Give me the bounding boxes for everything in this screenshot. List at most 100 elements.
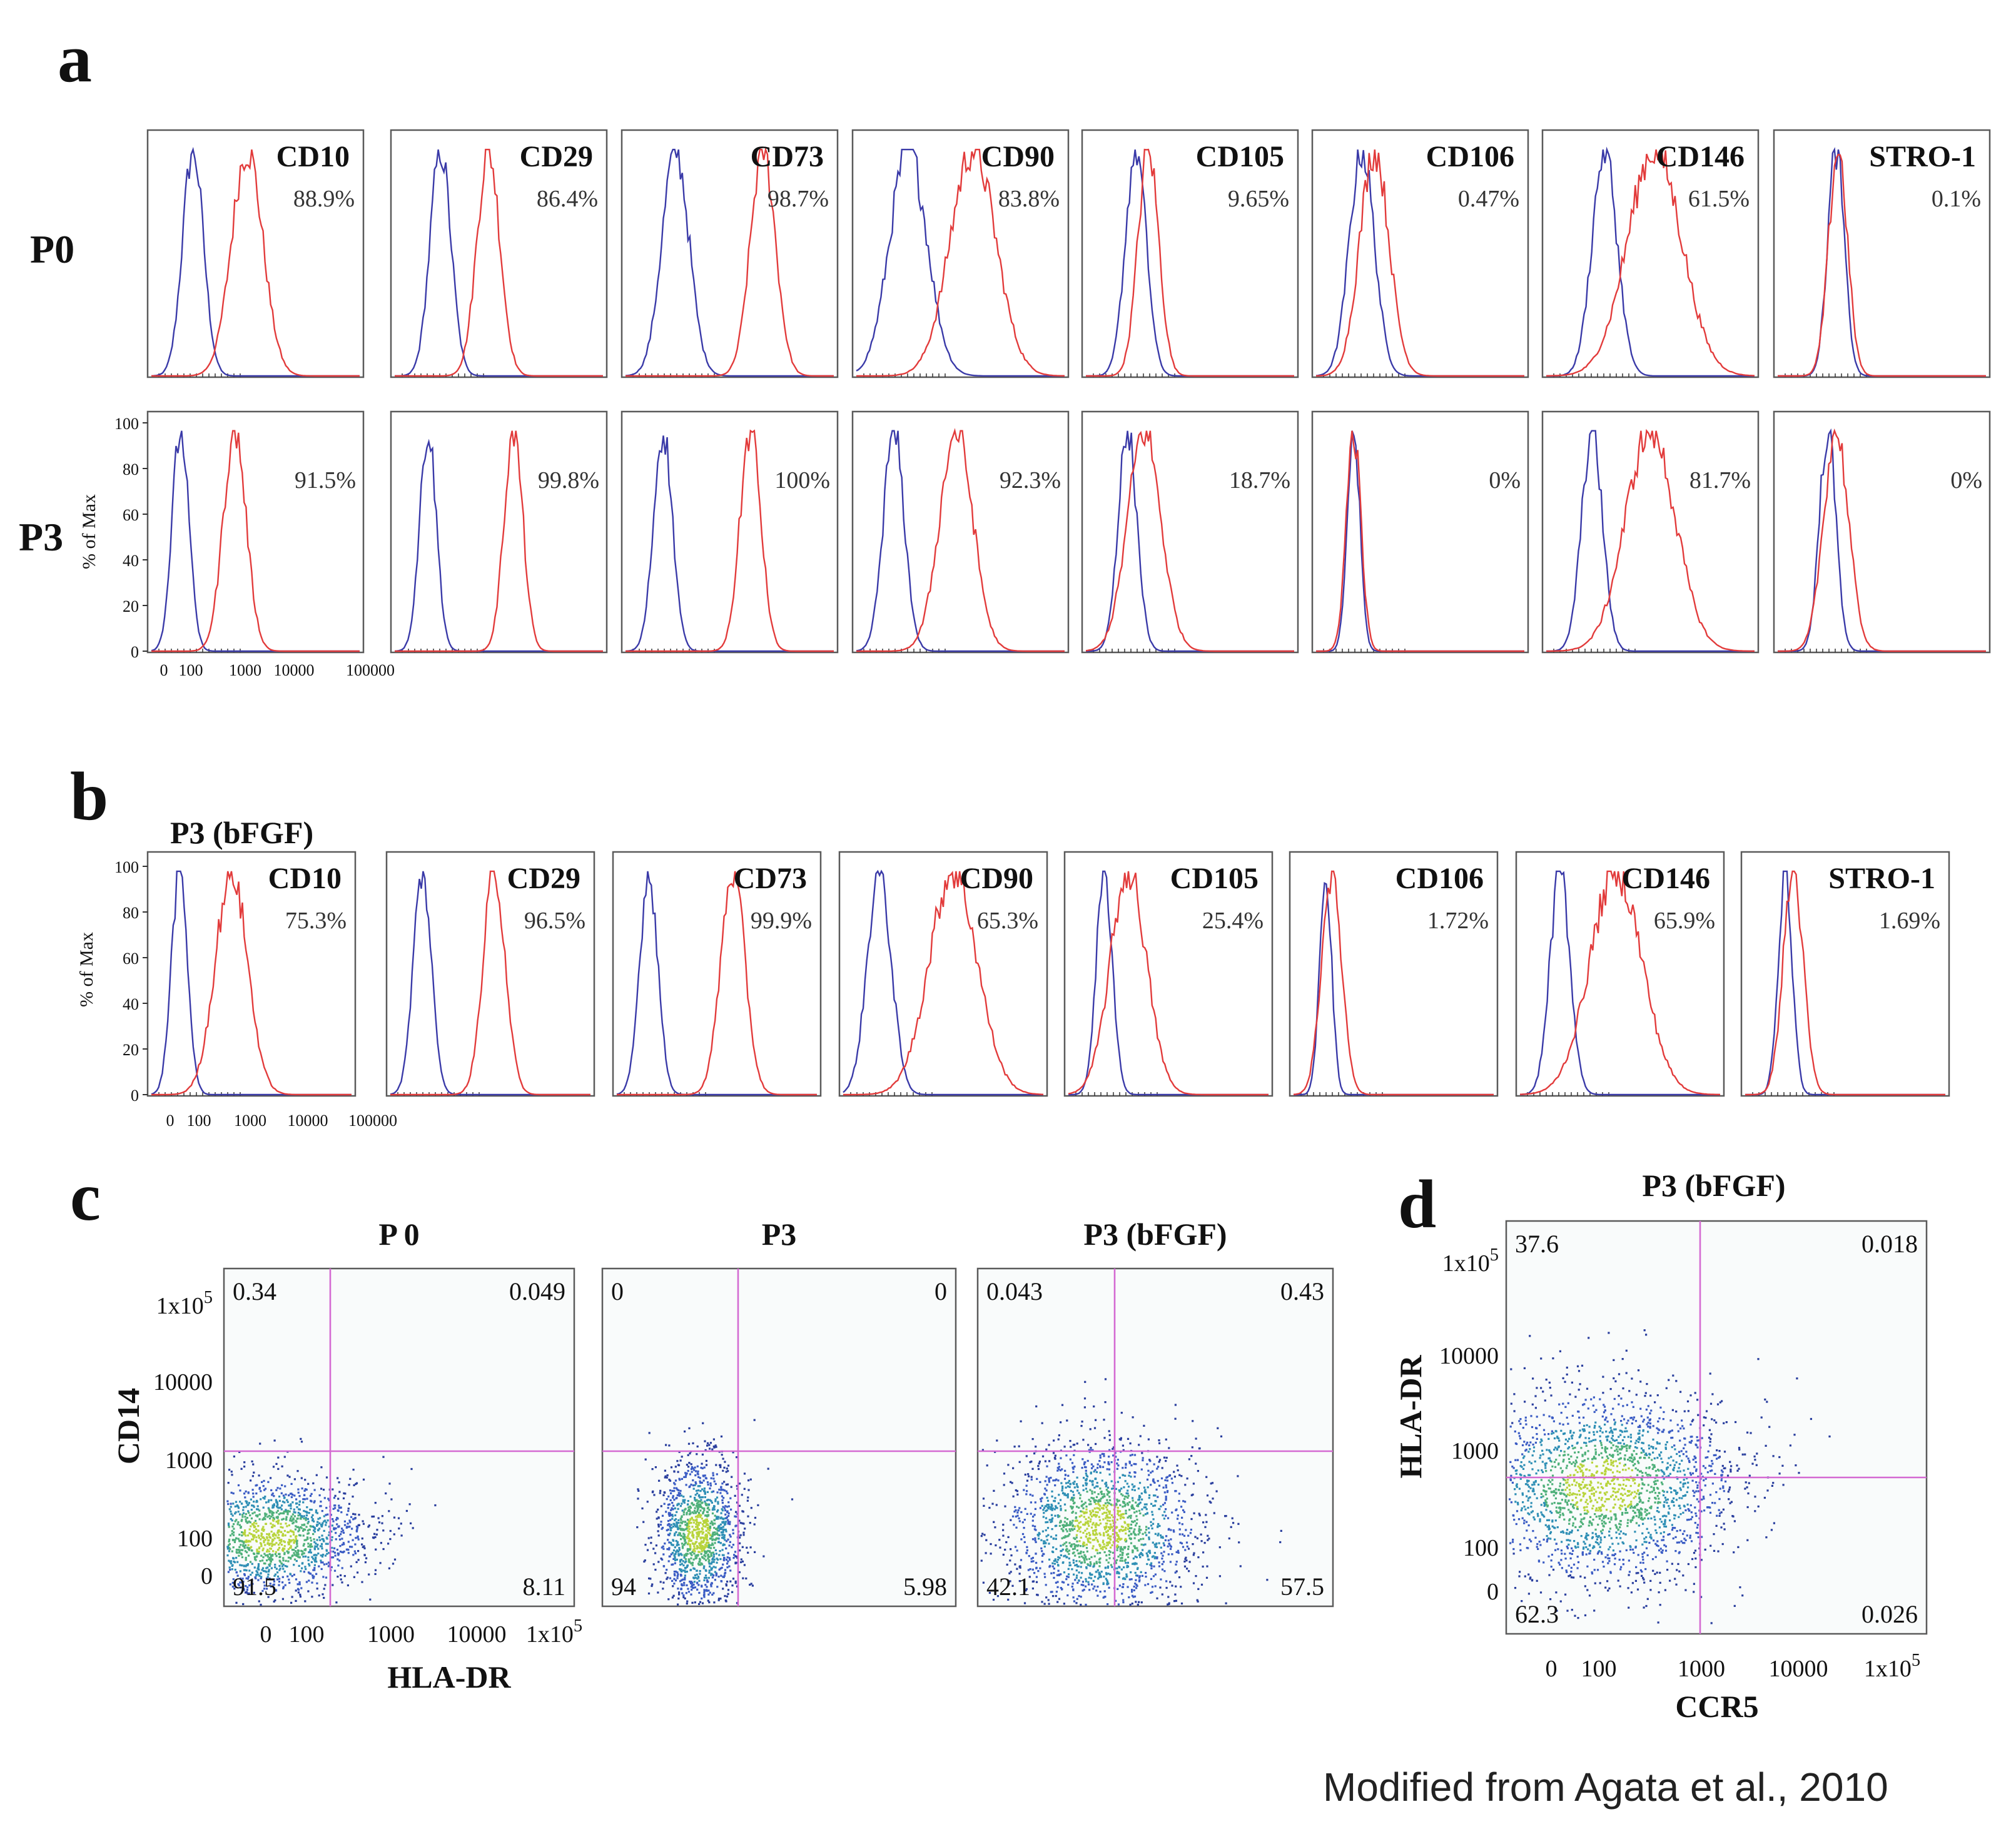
- event-dot: [659, 1524, 662, 1526]
- event-dot: [1088, 1558, 1091, 1560]
- event-dot: [1027, 1473, 1030, 1476]
- event-dot: [310, 1509, 313, 1511]
- event-dot: [1063, 1543, 1066, 1545]
- event-dot: [1658, 1453, 1661, 1456]
- event-dot: [747, 1496, 749, 1499]
- event-dot: [317, 1521, 319, 1523]
- event-dot: [650, 1536, 652, 1539]
- event-dot: [1060, 1509, 1062, 1511]
- event-dot: [1016, 1490, 1018, 1492]
- event-dot: [250, 1479, 252, 1482]
- event-dot: [1105, 1511, 1108, 1514]
- event-dot: [270, 1560, 272, 1563]
- event-dot: [243, 1461, 246, 1464]
- event-dot: [1051, 1509, 1053, 1511]
- event-dot: [241, 1534, 243, 1537]
- event-dot: [264, 1496, 266, 1498]
- event-dot: [662, 1588, 664, 1590]
- event-dot: [1108, 1519, 1111, 1522]
- event-dot: [716, 1529, 719, 1532]
- event-dot: [237, 1549, 240, 1551]
- event-dot: [1037, 1570, 1040, 1573]
- event-dot: [753, 1419, 756, 1421]
- event-dot: [1074, 1579, 1076, 1581]
- event-dot: [1023, 1602, 1026, 1604]
- event-dot: [1190, 1455, 1193, 1457]
- event-dot: [718, 1554, 721, 1556]
- event-dot: [253, 1521, 255, 1524]
- event-dot: [1675, 1380, 1678, 1382]
- event-dot: [282, 1559, 285, 1562]
- event-dot: [313, 1520, 315, 1522]
- plot-frame: [390, 129, 608, 378]
- antibody-histogram-line: [390, 870, 590, 1096]
- event-dot: [1080, 1576, 1082, 1579]
- event-dot: [380, 1542, 382, 1544]
- event-dot: [266, 1566, 269, 1569]
- event-dot: [1135, 1547, 1137, 1549]
- event-dot: [712, 1507, 714, 1509]
- event-dot: [711, 1448, 714, 1451]
- event-dot: [716, 1491, 719, 1494]
- event-dot: [1163, 1511, 1166, 1513]
- event-dot: [1042, 1553, 1045, 1555]
- event-dot: [1041, 1422, 1043, 1424]
- event-dot: [1103, 1493, 1105, 1496]
- event-dot: [1029, 1461, 1031, 1464]
- event-dot: [1092, 1547, 1094, 1549]
- event-dot: [1023, 1527, 1025, 1529]
- row-label-p3: P3: [19, 515, 63, 559]
- event-dot: [1065, 1482, 1068, 1484]
- event-dot: [710, 1563, 712, 1565]
- event-dot: [1037, 1465, 1040, 1467]
- event-dot: [642, 1521, 645, 1523]
- event-dot: [354, 1513, 357, 1516]
- antibody-histogram-line: [856, 428, 1065, 652]
- event-dot: [720, 1528, 722, 1531]
- event-dot: [717, 1509, 719, 1511]
- event-dot: [1192, 1493, 1194, 1496]
- x-tick-label: 10000: [274, 661, 315, 679]
- event-dot: [683, 1500, 686, 1502]
- histogram-b-stro-1: STRO-11.69%: [1740, 851, 1950, 1097]
- event-dot: [740, 1558, 742, 1561]
- event-dot: [262, 1485, 265, 1487]
- event-dot: [288, 1494, 290, 1497]
- event-dot: [308, 1528, 311, 1531]
- event-dot: [1031, 1524, 1034, 1527]
- event-dot: [1591, 1571, 1593, 1574]
- x-tick-label: 0: [260, 1621, 272, 1648]
- event-dot: [1047, 1507, 1050, 1510]
- event-dot: [657, 1517, 660, 1519]
- event-dot: [660, 1558, 662, 1560]
- event-dot: [714, 1498, 717, 1501]
- event-dot: [1148, 1497, 1150, 1499]
- event-dot: [1055, 1594, 1057, 1598]
- event-dot: [1165, 1586, 1168, 1589]
- event-dot: [1641, 1479, 1643, 1481]
- event-dot: [671, 1515, 674, 1517]
- event-dot: [1047, 1534, 1050, 1536]
- event-dot: [270, 1531, 273, 1533]
- event-dot: [656, 1517, 658, 1520]
- event-dot: [1086, 1475, 1089, 1478]
- event-dot: [714, 1531, 716, 1534]
- event-dot: [273, 1439, 276, 1442]
- event-dot: [227, 1502, 230, 1506]
- event-dot: [1071, 1552, 1074, 1554]
- event-dot: [725, 1600, 727, 1603]
- event-dot: [343, 1524, 347, 1526]
- event-dot: [325, 1507, 328, 1509]
- event-dot: [696, 1519, 698, 1522]
- event-dot: [711, 1536, 714, 1538]
- histogram-a-P3-cd146: 81.7%: [1541, 410, 1760, 654]
- event-dot: [671, 1502, 674, 1504]
- event-dot: [232, 1578, 235, 1581]
- event-dot: [276, 1575, 280, 1578]
- event-dot: [264, 1563, 266, 1565]
- event-dot: [1175, 1599, 1177, 1602]
- event-dot: [268, 1534, 270, 1536]
- event-dot: [674, 1466, 677, 1468]
- event-dot: [1117, 1459, 1119, 1461]
- percent-positive-label: 0%: [1950, 467, 1982, 494]
